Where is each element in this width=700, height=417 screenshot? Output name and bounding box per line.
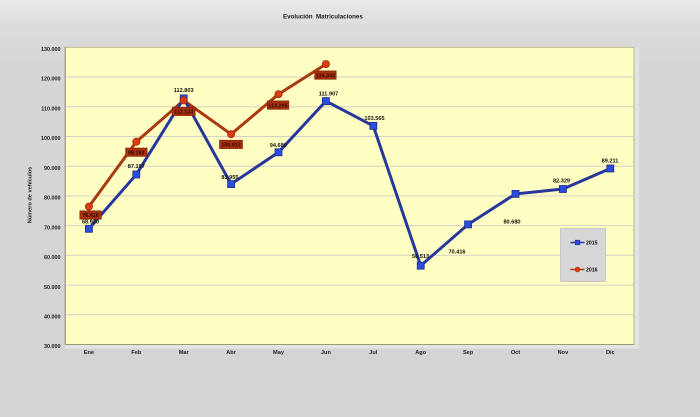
svg-text:May: May: [273, 350, 285, 356]
svg-text:Mar: Mar: [179, 350, 190, 356]
svg-text:111.907: 111.907: [319, 92, 339, 98]
svg-text:103.565: 103.565: [364, 116, 384, 122]
svg-text:70.000: 70.000: [44, 225, 61, 231]
svg-text:Número de vehículos: Número de vehículos: [28, 167, 34, 224]
svg-text:120.000: 120.000: [41, 77, 61, 83]
svg-text:2015: 2015: [586, 241, 598, 247]
svg-text:114.205: 114.205: [268, 103, 287, 109]
svg-text:2016: 2016: [586, 268, 598, 274]
svg-text:112.803: 112.803: [174, 88, 194, 94]
svg-text:70.416: 70.416: [448, 250, 465, 256]
svg-text:90.000: 90.000: [44, 166, 61, 172]
svg-text:Jul: Jul: [369, 350, 378, 356]
svg-text:112.124: 112.124: [174, 110, 193, 116]
svg-text:98.193: 98.193: [128, 150, 145, 156]
svg-text:40.000: 40.000: [44, 315, 61, 321]
svg-text:130.000: 130.000: [41, 47, 61, 53]
svg-text:30.000: 30.000: [44, 344, 61, 350]
svg-text:50.000: 50.000: [44, 285, 61, 291]
svg-text:Sep: Sep: [463, 350, 474, 356]
svg-text:100.913: 100.913: [221, 143, 241, 149]
svg-text:Ago: Ago: [415, 350, 426, 356]
svg-text:83.955: 83.955: [221, 175, 238, 181]
svg-text:80.000: 80.000: [44, 196, 61, 202]
svg-text:100.000: 100.000: [41, 136, 61, 142]
svg-text:124.343: 124.343: [316, 73, 336, 79]
svg-text:80.680: 80.680: [503, 220, 520, 226]
svg-text:Dic: Dic: [606, 350, 615, 356]
svg-text:76.416: 76.416: [82, 213, 99, 219]
svg-text:Evolución Matriculaciones: Evolución Matriculaciones: [283, 14, 363, 21]
svg-text:Nov: Nov: [558, 350, 569, 356]
svg-text:82.329: 82.329: [553, 179, 570, 185]
svg-text:87.197: 87.197: [128, 164, 145, 170]
svg-text:Abr: Abr: [226, 350, 236, 356]
svg-text:60.000: 60.000: [44, 255, 61, 261]
svg-text:Ene: Ene: [84, 350, 94, 356]
svg-text:89.211: 89.211: [602, 159, 619, 165]
svg-text:110.000: 110.000: [41, 106, 60, 112]
svg-text:Oct: Oct: [511, 350, 520, 356]
svg-text:68.920: 68.920: [82, 219, 99, 225]
svg-text:Jun: Jun: [321, 350, 332, 356]
svg-text:56.513: 56.513: [412, 254, 429, 260]
svg-text:94.680: 94.680: [270, 143, 287, 149]
svg-text:Feb: Feb: [131, 350, 142, 356]
